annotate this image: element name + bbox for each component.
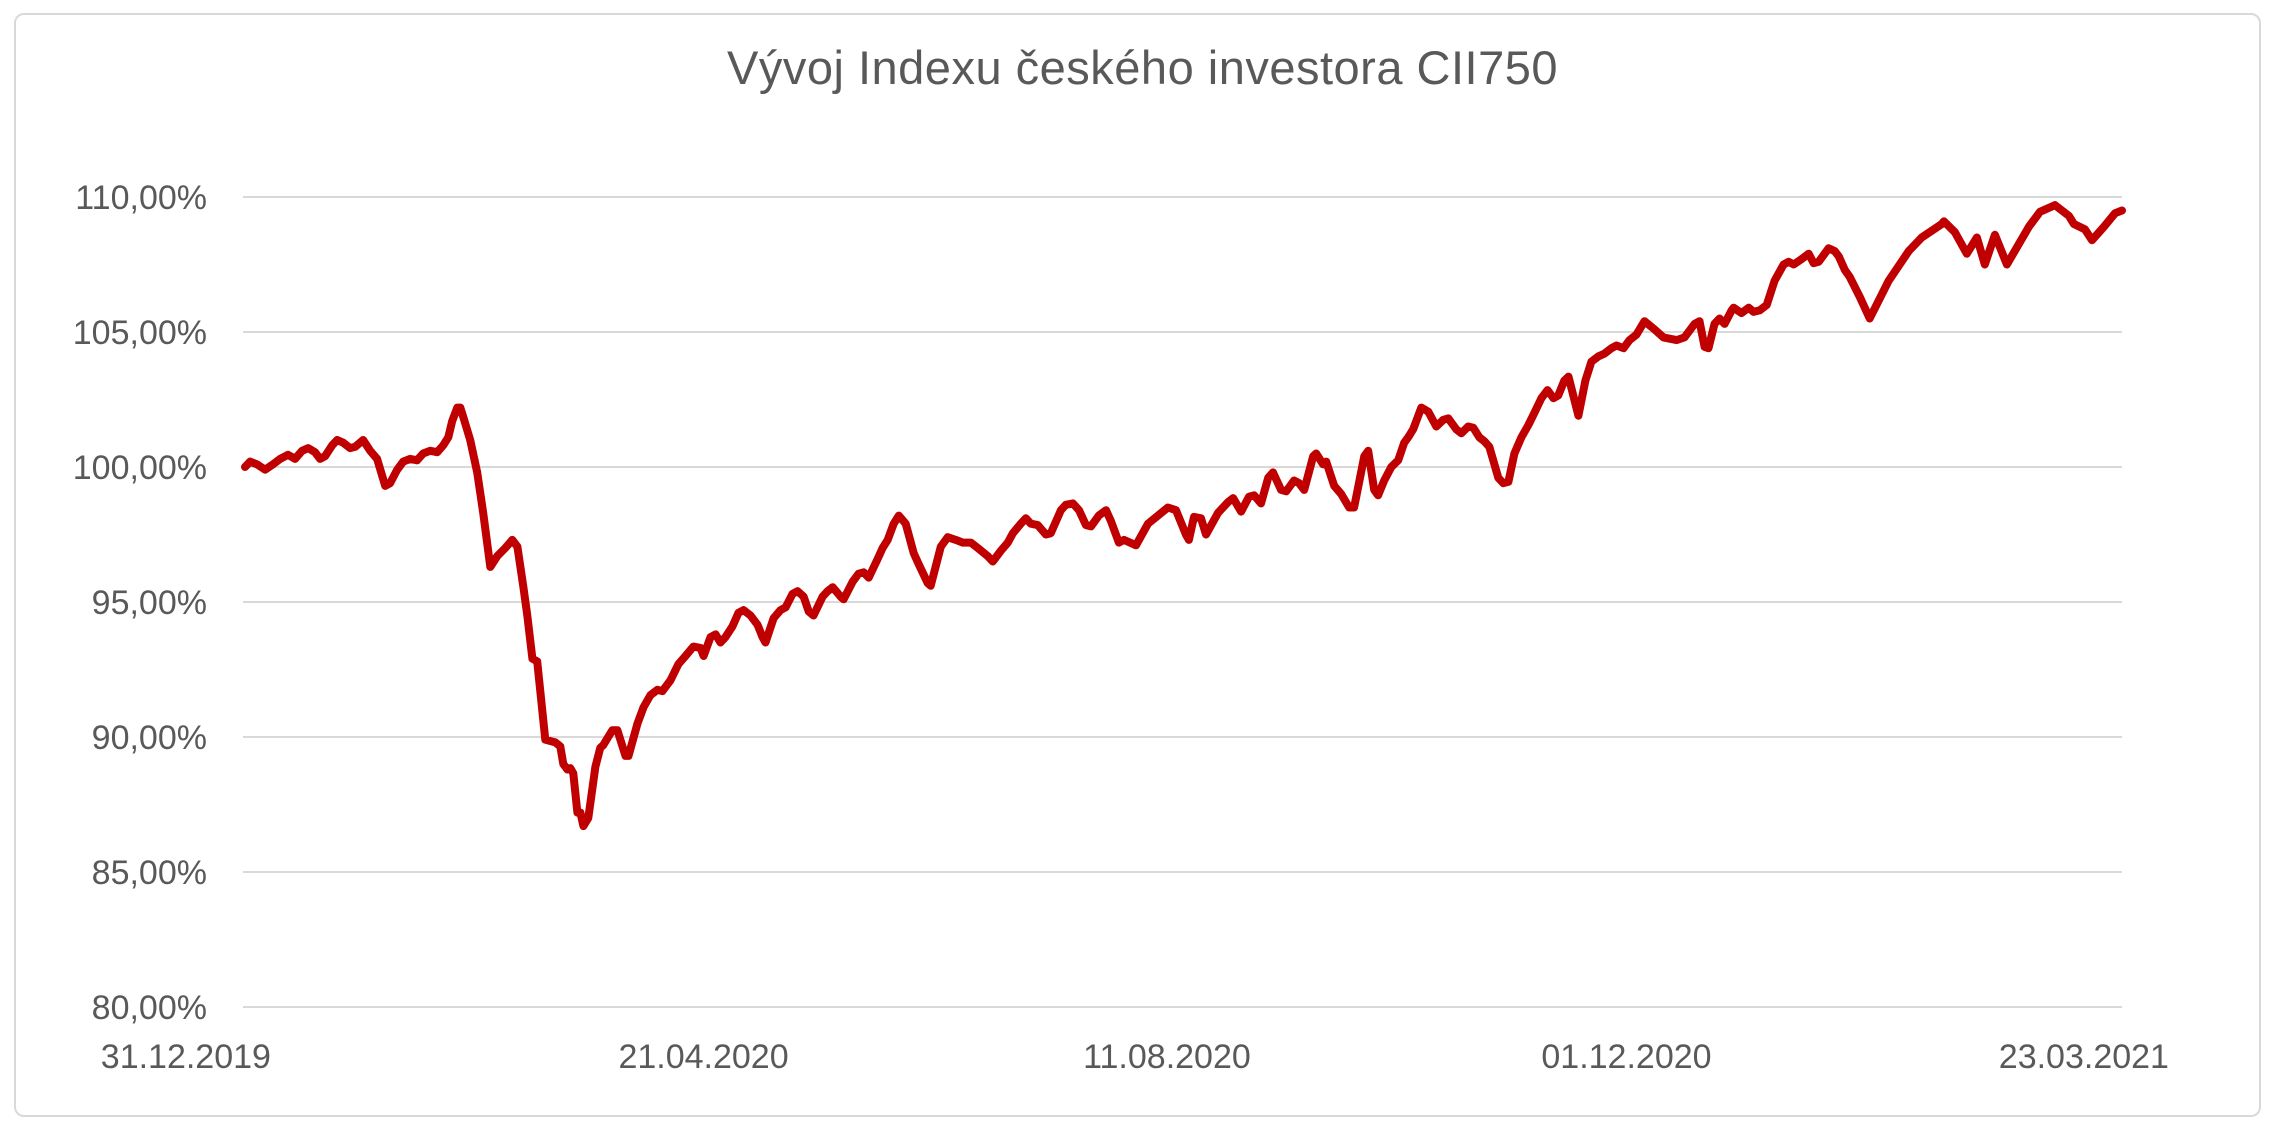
- x-tick-label: 31.12.2019: [101, 1038, 271, 1076]
- y-tick-label: 105,00%: [73, 314, 207, 352]
- chart-title: Vývoj Indexu českého investora CII750: [726, 41, 1559, 94]
- y-axis-tick-labels: 110,00% 105,00% 100,00% 95,00% 90,00% 85,00% 8…: [73, 179, 207, 1027]
- y-tick-label: 80,00%: [92, 989, 207, 1027]
- x-tick-label: 01.12.2020: [1541, 1038, 1711, 1076]
- x-tick-label: 11.08.2020: [1083, 1038, 1251, 1076]
- x-axis-tick-labels: 31.12.2019 21.04.2020 11.08.2020 01.12.2020…: [101, 1038, 2169, 1076]
- x-tick-label: 23.03.2021: [1999, 1038, 2169, 1076]
- series-line-cii750: [241, 201, 2126, 831]
- y-tick-label: 110,00%: [75, 179, 207, 217]
- y-tick-label: 95,00%: [92, 584, 207, 622]
- x-tick-label: 21.04.2020: [618, 1038, 788, 1076]
- y-tick-label: 90,00%: [92, 719, 207, 757]
- gridlines: [243, 196, 2122, 1008]
- y-tick-label: 100,00%: [73, 449, 207, 487]
- y-tick-label: 85,00%: [92, 854, 207, 892]
